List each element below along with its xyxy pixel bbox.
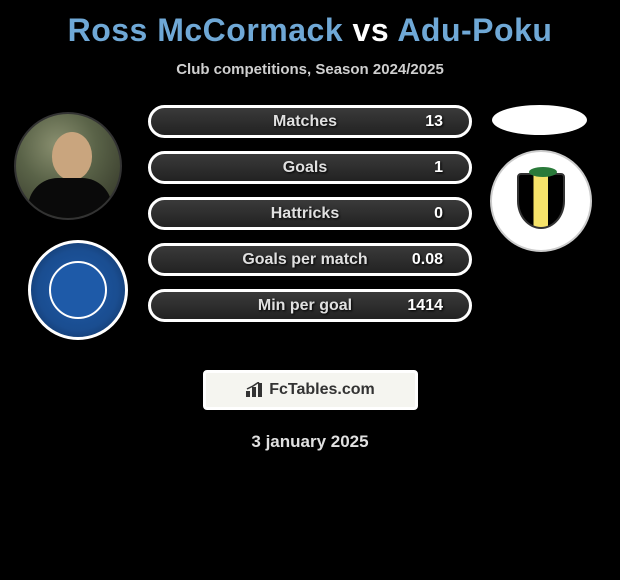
stat-row-goals: Goals 1 <box>148 151 472 184</box>
stat-value: 1414 <box>393 297 443 315</box>
brand-text: FcTables.com <box>269 381 375 399</box>
left-club-crest <box>28 240 128 340</box>
date-text: 3 january 2025 <box>8 432 612 452</box>
vs-text: vs <box>353 12 390 48</box>
stats-pill-list: Matches 13 Goals 1 Hattricks 0 Goals per… <box>148 105 472 335</box>
right-crest-shield <box>517 173 565 229</box>
content-area: Matches 13 Goals 1 Hattricks 0 Goals per… <box>8 110 612 360</box>
stat-label: Hattricks <box>217 205 393 223</box>
stat-row-goals-per-match: Goals per match 0.08 <box>148 243 472 276</box>
stat-label: Matches <box>217 113 393 131</box>
stat-value: 0 <box>393 205 443 223</box>
stat-label: Goals <box>217 159 393 177</box>
right-club-crest <box>490 150 592 252</box>
subtitle: Club competitions, Season 2024/2025 <box>8 61 612 78</box>
fctables-bars-icon <box>245 382 265 398</box>
stat-row-min-per-goal: Min per goal 1414 <box>148 289 472 322</box>
comparison-title: Ross McCormack vs Adu-Poku <box>8 12 612 49</box>
player1-name: Ross McCormack <box>68 12 344 48</box>
stat-row-matches: Matches 13 <box>148 105 472 138</box>
stat-value: 1 <box>393 159 443 177</box>
stat-label: Goals per match <box>217 251 393 269</box>
player2-name: Adu-Poku <box>397 12 552 48</box>
player-photo <box>14 112 122 220</box>
blank-ellipse <box>492 105 587 135</box>
stat-value: 13 <box>393 113 443 131</box>
stat-row-hattricks: Hattricks 0 <box>148 197 472 230</box>
stat-label: Min per goal <box>217 297 393 315</box>
brand-box: FcTables.com <box>203 370 418 410</box>
chart-container: Ross McCormack vs Adu-Poku Club competit… <box>0 0 620 460</box>
stat-value: 0.08 <box>393 251 443 269</box>
